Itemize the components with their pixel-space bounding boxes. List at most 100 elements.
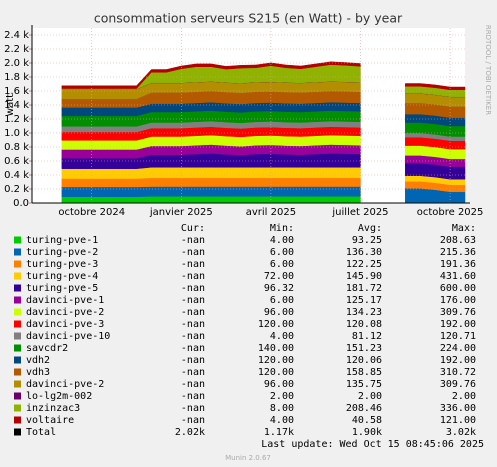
legend-cur: -nan bbox=[181, 379, 205, 390]
x-tick-label: juillet 2025 bbox=[331, 207, 388, 218]
legend-cur: -nan bbox=[181, 415, 205, 426]
x-tick-label: avril 2025 bbox=[246, 207, 296, 218]
legend-avg: 125.17 bbox=[346, 295, 382, 306]
y-tick-label: 2.4 k bbox=[4, 30, 29, 41]
area bbox=[61, 177, 361, 188]
y-tick-label: 2.0 k bbox=[4, 58, 29, 69]
legend-avg: 120.06 bbox=[346, 355, 382, 366]
legend-cur: -nan bbox=[181, 283, 205, 294]
y-tick-label: 0.6 k bbox=[4, 156, 29, 167]
legend-avg: 81.12 bbox=[352, 331, 382, 342]
legend-min: 6.00 bbox=[270, 247, 294, 258]
side-label: RRDTOOL / TOBI OETIKER bbox=[484, 25, 492, 115]
legend-max: 309.76 bbox=[440, 307, 476, 318]
legend-min: 72.00 bbox=[264, 271, 294, 282]
legend-swatch bbox=[14, 320, 21, 328]
legend-min: 8.00 bbox=[270, 403, 294, 414]
legend-min: 6.00 bbox=[270, 259, 294, 270]
legend-max: 600.00 bbox=[440, 283, 476, 294]
legend-cur: -nan bbox=[181, 319, 205, 330]
legend-label: lo-lg2m-002 bbox=[26, 391, 92, 402]
legend-avg: 181.72 bbox=[346, 283, 382, 294]
legend-label: turing-pve-4 bbox=[26, 271, 98, 282]
legend-avg: 40.58 bbox=[352, 415, 382, 426]
legend-swatch bbox=[14, 332, 21, 340]
legend-swatch bbox=[14, 296, 21, 304]
legend-min: 4.00 bbox=[270, 331, 294, 342]
legend-cur: -nan bbox=[181, 235, 205, 246]
legend-header: Max: bbox=[452, 223, 476, 234]
legend-avg: 145.90 bbox=[346, 271, 382, 282]
legend-min: 2.00 bbox=[270, 391, 294, 402]
legend-swatch bbox=[14, 428, 21, 436]
legend-max: 191.36 bbox=[440, 259, 476, 270]
legend-max: 309.76 bbox=[440, 379, 476, 390]
legend-cur: -nan bbox=[181, 391, 205, 402]
y-tick-label: 1.4 k bbox=[4, 100, 29, 111]
legend-swatch bbox=[14, 308, 21, 316]
legend-cur: -nan bbox=[181, 403, 205, 414]
legend-cur: -nan bbox=[181, 343, 205, 354]
y-tick-label: 0.4 k bbox=[4, 170, 29, 181]
last-update: Last update: Wed Oct 15 08:45:06 2025 bbox=[261, 439, 484, 450]
x-tick-label: octobre 2025 bbox=[417, 207, 484, 218]
legend-swatch bbox=[14, 284, 21, 292]
legend-max: 431.60 bbox=[440, 271, 476, 282]
legend-avg: 135.75 bbox=[346, 379, 382, 390]
legend-label: savcdr2 bbox=[26, 343, 68, 354]
legend-cur: -nan bbox=[181, 355, 205, 366]
legend-min: 140.00 bbox=[258, 343, 294, 354]
legend-label: turing-pve-1 bbox=[26, 235, 98, 246]
legend-label: davinci-pve-2 bbox=[26, 307, 104, 318]
legend-cur: -nan bbox=[181, 307, 205, 318]
y-tick-label: 1.6 k bbox=[4, 86, 29, 97]
legend-max: 120.71 bbox=[440, 331, 476, 342]
legend-max: 192.00 bbox=[440, 319, 476, 330]
area bbox=[61, 167, 361, 179]
y-tick-label: 1.0 k bbox=[4, 128, 29, 139]
legend-swatch bbox=[14, 404, 21, 412]
y-tick-label: 1.8 k bbox=[4, 72, 29, 83]
legend-max: 192.00 bbox=[440, 355, 476, 366]
legend-min: 120.00 bbox=[258, 319, 294, 330]
area bbox=[61, 196, 361, 204]
legend-label: voltaire bbox=[26, 415, 74, 426]
legend-label: vdh2 bbox=[26, 355, 50, 366]
legend-label: davinci-pve-1 bbox=[26, 295, 104, 306]
legend-swatch bbox=[14, 236, 21, 244]
legend-swatch bbox=[14, 392, 21, 400]
legend-swatch bbox=[14, 380, 21, 388]
legend-label: turing-pve-5 bbox=[26, 283, 98, 294]
legend-min: 120.00 bbox=[258, 355, 294, 366]
legend-swatch bbox=[14, 344, 21, 352]
legend-avg: 120.08 bbox=[346, 319, 382, 330]
legend-label: inzinzac3 bbox=[26, 403, 80, 414]
y-tick-label: 0.8 k bbox=[4, 142, 29, 153]
legend-swatch bbox=[14, 368, 21, 376]
area bbox=[61, 186, 361, 197]
legend-avg: 1.90k bbox=[352, 427, 382, 438]
legend-header: Cur: bbox=[181, 223, 205, 234]
legend-avg: 122.25 bbox=[346, 259, 382, 270]
legend-avg: 134.23 bbox=[346, 307, 382, 318]
chart-title: consommation serveurs S215 (en Watt) - b… bbox=[94, 11, 403, 26]
legend-avg: 2.00 bbox=[358, 391, 382, 402]
legend-label: davinci-pve-10 bbox=[26, 331, 110, 342]
legend-max: 3.02k bbox=[446, 427, 476, 438]
legend-swatch bbox=[14, 260, 21, 268]
legend-avg: 158.85 bbox=[346, 367, 382, 378]
legend-cur: -nan bbox=[181, 331, 205, 342]
x-tick-label: janvier 2025 bbox=[149, 207, 213, 218]
legend-min: 96.32 bbox=[264, 283, 294, 294]
legend-min: 96.00 bbox=[264, 307, 294, 318]
y-tick-label: 0.2 k bbox=[4, 184, 29, 195]
legend-min: 120.00 bbox=[258, 367, 294, 378]
legend-cur: -nan bbox=[181, 247, 205, 258]
legend-label: vdh3 bbox=[26, 367, 50, 378]
legend-swatch bbox=[14, 356, 21, 364]
legend-cur: -nan bbox=[181, 295, 205, 306]
legend-swatch bbox=[14, 272, 21, 280]
legend-max: 310.72 bbox=[440, 367, 476, 378]
legend-max: 121.00 bbox=[440, 415, 476, 426]
legend-header: Avg: bbox=[358, 223, 382, 234]
